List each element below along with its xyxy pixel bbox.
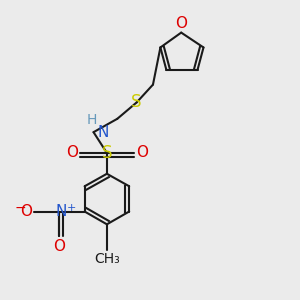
Text: O: O (136, 146, 148, 160)
Text: O: O (175, 16, 187, 31)
Text: O: O (66, 146, 78, 160)
Text: H: H (87, 113, 97, 127)
Text: S: S (131, 93, 142, 111)
Text: N: N (55, 204, 67, 219)
Text: CH₃: CH₃ (94, 252, 120, 266)
Text: S: S (102, 144, 112, 162)
Text: +: + (67, 203, 76, 213)
Text: O: O (20, 204, 32, 219)
Text: −: − (14, 201, 26, 215)
Text: N: N (98, 125, 110, 140)
Text: O: O (53, 238, 65, 253)
